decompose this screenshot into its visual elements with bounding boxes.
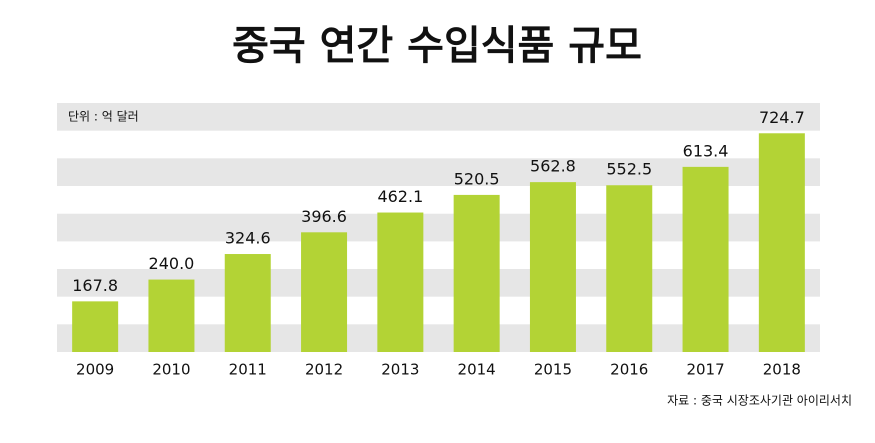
x-tick-label: 2017 [686, 361, 724, 379]
bar [377, 212, 424, 352]
bar [682, 166, 729, 352]
x-tick-label: 2012 [305, 361, 343, 379]
value-label: 167.8 [72, 276, 118, 295]
chart-title: 중국 연간 수입식품 규모 [232, 23, 642, 69]
bar [72, 301, 119, 352]
bar [606, 185, 653, 352]
x-tick-label: 2018 [763, 361, 801, 379]
value-label: 613.4 [683, 141, 729, 160]
x-tick-label: 2013 [381, 361, 419, 379]
x-tick-label: 2010 [152, 361, 190, 379]
bar [148, 279, 195, 352]
x-tick-label: 2015 [534, 361, 572, 379]
bar [529, 182, 576, 352]
x-tick-label: 2014 [458, 361, 496, 379]
bar [224, 254, 271, 352]
bar [301, 232, 348, 352]
value-label: 462.1 [377, 187, 423, 206]
source-note: 자료 : 중국 시장조사기관 아이리서치 [667, 394, 852, 408]
value-label: 396.6 [301, 207, 347, 226]
value-label: 520.5 [454, 169, 500, 188]
x-tick-label: 2016 [610, 361, 648, 379]
x-tick-label: 2009 [76, 361, 114, 379]
value-label: 724.7 [759, 108, 805, 127]
value-label: 552.5 [606, 160, 652, 179]
bar [453, 194, 500, 352]
value-label: 240.0 [149, 254, 195, 273]
bar [758, 133, 805, 352]
unit-label: 단위 : 억 달러 [68, 110, 139, 124]
value-label: 562.8 [530, 157, 576, 176]
x-tick-label: 2011 [229, 361, 267, 379]
value-label: 324.6 [225, 229, 271, 248]
